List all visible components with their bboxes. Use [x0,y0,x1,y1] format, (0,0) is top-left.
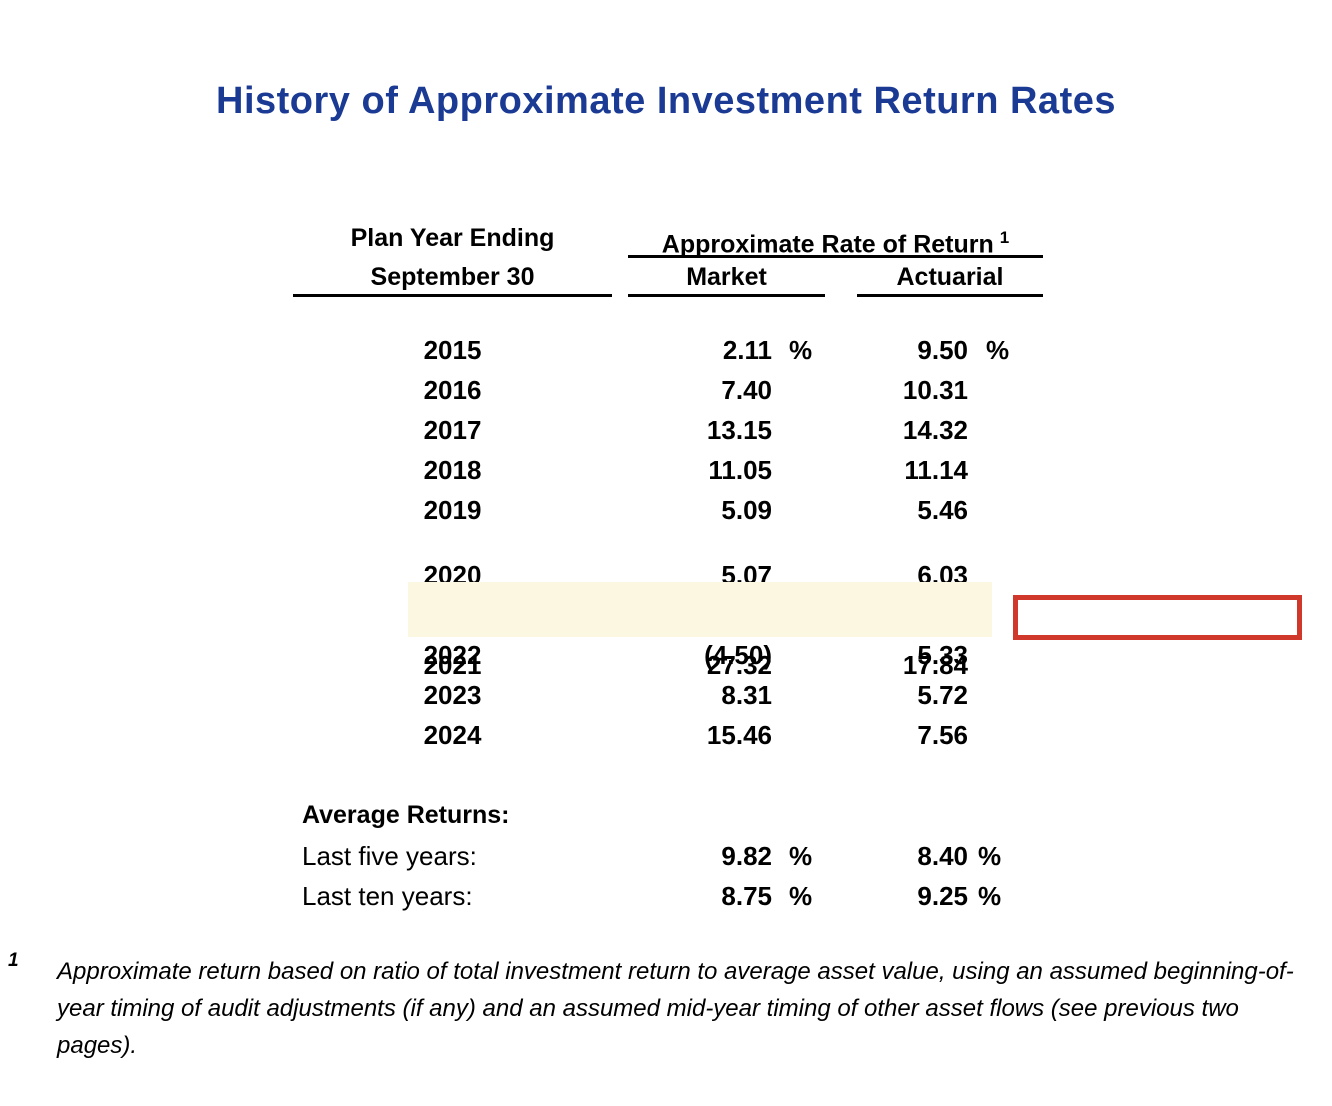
actuarial-value-cell: 10.31 [902,374,968,405]
year-cell: 2021 [423,650,482,680]
percent-sign: % [789,334,813,365]
table-row-2018: 2018 11.05 11.14 [293,450,1023,490]
year-cell: 2018 [423,454,482,485]
rate-of-return-header-label: Approximate Rate of Return [661,230,994,259]
actuarial-value-cell: 5.72 [917,679,968,710]
footnote-reference-superscript: 1 [999,228,1010,247]
table-row-2023: 2023 8.31 5.72 [293,675,1023,715]
percent-sign: % [978,880,1002,911]
table-row-2021-highlighted: 2021 27.32 17.84 [293,582,1302,680]
average-returns-heading: Average Returns: [302,801,510,829]
table-row-2022: 2022 (4.50) 5.33 [293,635,1023,675]
actuarial-value-cell: 14.32 [902,414,968,445]
table-row-2016: 2016 7.40 10.31 [293,370,1023,410]
actuarial-average-cell: 9.25 [917,880,968,911]
percent-sign: % [789,840,813,871]
market-value-cell: 13.15 [706,414,772,445]
actuarial-value-cell: 17.84 [902,650,968,680]
year-cell: 2016 [423,374,482,405]
market-value-cell: 15.46 [706,719,772,750]
year-column-header-line1: Plan Year Ending [350,224,555,252]
highlight-band [408,582,992,637]
average-row-last-five-years: Last five years: 9.82 % 8.40 % [293,836,1023,876]
market-value-cell: 2.11 [722,334,772,365]
market-value-cell: 7.40 [721,374,772,405]
year-cell: 2017 [423,414,482,445]
market-value-cell: 27.32 [706,650,772,680]
average-row-label: Last ten years: [302,880,473,911]
market-average-cell: 9.82 [721,840,772,871]
table-row-2015: 2015 2.11 % 9.50 % [293,330,1023,370]
percent-sign: % [986,334,1010,365]
table-row-2019: 2019 5.09 5.46 [293,490,1023,530]
actuarial-value-cell: 7.56 [917,719,968,750]
actuarial-value-cell: 5.46 [917,494,968,525]
year-cell: 2019 [423,494,482,525]
actuarial-value-cell: 5.33 [917,639,968,670]
footnote-text: Approximate return based on ratio of tot… [57,958,1294,1059]
table-row-2024: 2024 15.46 7.56 [293,715,1023,755]
market-value-cell: (4.50) [704,639,772,670]
actuarial-value-cell: 11.14 [904,454,968,485]
actuarial-value-cell: 9.50 [917,334,968,365]
market-value-cell: 11.05 [708,454,772,485]
year-cell: 2023 [423,679,482,710]
page-title: History of Approximate Investment Return… [216,80,1116,122]
red-callout-box [1013,595,1302,640]
market-value-cell: 8.31 [721,679,772,710]
footnote-marker: 1 [8,950,19,971]
actuarial-column-header: Actuarial [857,260,1043,297]
table-row-2017: 2017 13.15 14.32 [293,410,1023,450]
rate-of-return-header: Approximate Rate of Return 1 [628,221,1043,258]
year-cell: 2024 [423,719,482,750]
average-row-label: Last five years: [302,840,477,871]
percent-sign: % [789,880,813,911]
year-cell: 2022 [423,639,482,670]
average-returns-section: Average Returns: Last five years: 9.82 %… [293,795,1023,916]
market-value-cell: 5.09 [721,494,772,525]
row-group-gap [293,530,1023,555]
market-column-header: Market [628,260,825,297]
actuarial-average-cell: 8.40 [917,840,968,871]
market-average-cell: 8.75 [721,880,772,911]
average-row-last-ten-years: Last ten years: 8.75 % 9.25 % [293,876,1023,916]
table-row-2020: 2020 5.07 6.03 [293,555,1023,595]
returns-table-body: 2015 2.11 % 9.50 % 2016 7.40 10.31 2017 … [293,330,1302,755]
year-cell: 2015 [423,334,482,365]
percent-sign: % [978,840,1002,871]
year-column-header-line2: September 30 [293,260,612,297]
